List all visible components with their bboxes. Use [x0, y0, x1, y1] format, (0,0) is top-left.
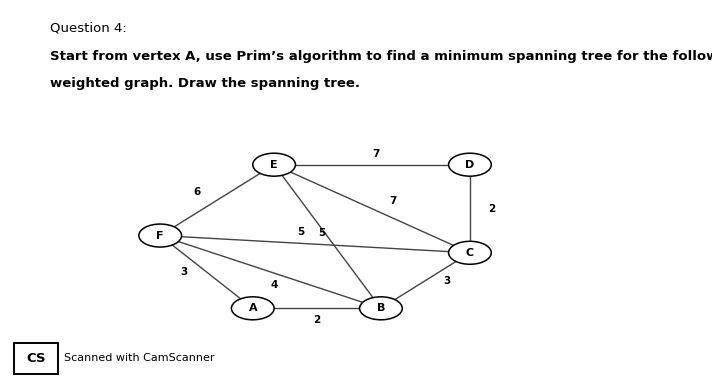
Text: Scanned with CamScanner: Scanned with CamScanner [64, 354, 214, 363]
Circle shape [449, 241, 491, 264]
Circle shape [253, 153, 295, 176]
Circle shape [449, 153, 491, 176]
Text: C: C [466, 248, 474, 258]
Text: weighted graph. Draw the spanning tree.: weighted graph. Draw the spanning tree. [50, 77, 360, 90]
Text: Start from vertex A, use Prim’s algorithm to find a minimum spanning tree for th: Start from vertex A, use Prim’s algorith… [50, 50, 712, 63]
Text: B: B [377, 303, 385, 313]
Text: F: F [157, 231, 164, 241]
Text: 7: 7 [389, 196, 397, 206]
Text: 5: 5 [318, 228, 326, 239]
Circle shape [139, 224, 182, 247]
Text: 4: 4 [271, 280, 278, 290]
Text: A: A [248, 303, 257, 313]
Text: Question 4:: Question 4: [50, 21, 127, 34]
Text: 2: 2 [313, 315, 320, 325]
Text: 6: 6 [194, 187, 201, 198]
Text: D: D [466, 160, 474, 170]
Text: 3: 3 [443, 275, 451, 286]
Text: 5: 5 [297, 227, 304, 237]
Text: CS: CS [26, 352, 46, 365]
FancyBboxPatch shape [14, 343, 58, 374]
Text: 2: 2 [488, 204, 495, 214]
Circle shape [231, 297, 274, 320]
Text: 3: 3 [180, 267, 187, 277]
Text: E: E [271, 160, 278, 170]
Text: 7: 7 [372, 149, 379, 159]
Circle shape [360, 297, 402, 320]
